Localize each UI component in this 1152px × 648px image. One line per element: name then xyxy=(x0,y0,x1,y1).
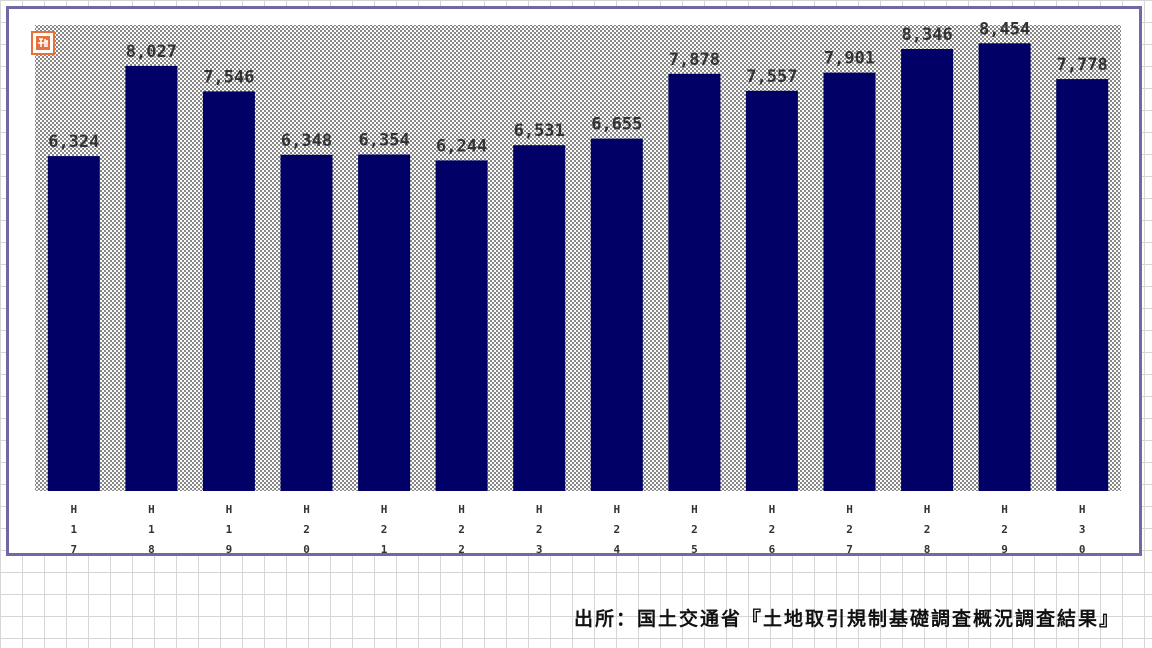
bar-H26 xyxy=(745,90,798,492)
bar-H17 xyxy=(47,156,100,491)
bar-H30 xyxy=(1056,79,1109,491)
value-label-H28: 8,346 xyxy=(902,25,953,45)
bar-H29 xyxy=(978,43,1031,492)
source-note: 出所：国土交通省『土地取引規制基礎調査概況調査結果』 xyxy=(573,608,1120,630)
value-label-H23: 6,531 xyxy=(514,121,565,141)
bar-H25 xyxy=(668,73,721,492)
bar-H27 xyxy=(823,72,876,491)
value-label-H19: 7,546 xyxy=(203,67,254,87)
value-label-H29: 8,454 xyxy=(979,19,1030,39)
value-label-H24: 6,655 xyxy=(591,115,642,135)
bar-H19 xyxy=(202,91,255,492)
value-label-H25: 7,878 xyxy=(669,50,720,70)
bar-H28 xyxy=(901,49,954,491)
value-label-H17: 6,324 xyxy=(48,132,99,152)
value-label-H21: 6,354 xyxy=(359,131,410,151)
bar-chart: 6,324 H 1 7 8,027 H 1 8 7,546 H 1 9 6,348 H 2 0 6,354 H 2 1… xyxy=(47,19,1109,553)
value-label-H18: 8,027 xyxy=(126,42,177,62)
bar-H24 xyxy=(590,138,643,491)
bar-H22 xyxy=(435,160,488,491)
bar-H21 xyxy=(358,154,411,491)
bar-H18 xyxy=(125,65,178,492)
new-badge-icon xyxy=(31,31,55,55)
value-label-H26: 7,557 xyxy=(746,67,797,87)
value-label-H20: 6,348 xyxy=(281,131,332,151)
bar-H23 xyxy=(513,145,566,491)
value-label-H27: 7,901 xyxy=(824,49,875,69)
chart-frame: 6,324 H 1 7 8,027 H 1 8 7,546 H 1 9 6,348 H 2 0 6,354 H 2 1… xyxy=(6,6,1142,556)
value-label-H22: 6,244 xyxy=(436,136,487,156)
value-label-H30: 7,778 xyxy=(1057,55,1108,75)
bar-H20 xyxy=(280,154,333,492)
